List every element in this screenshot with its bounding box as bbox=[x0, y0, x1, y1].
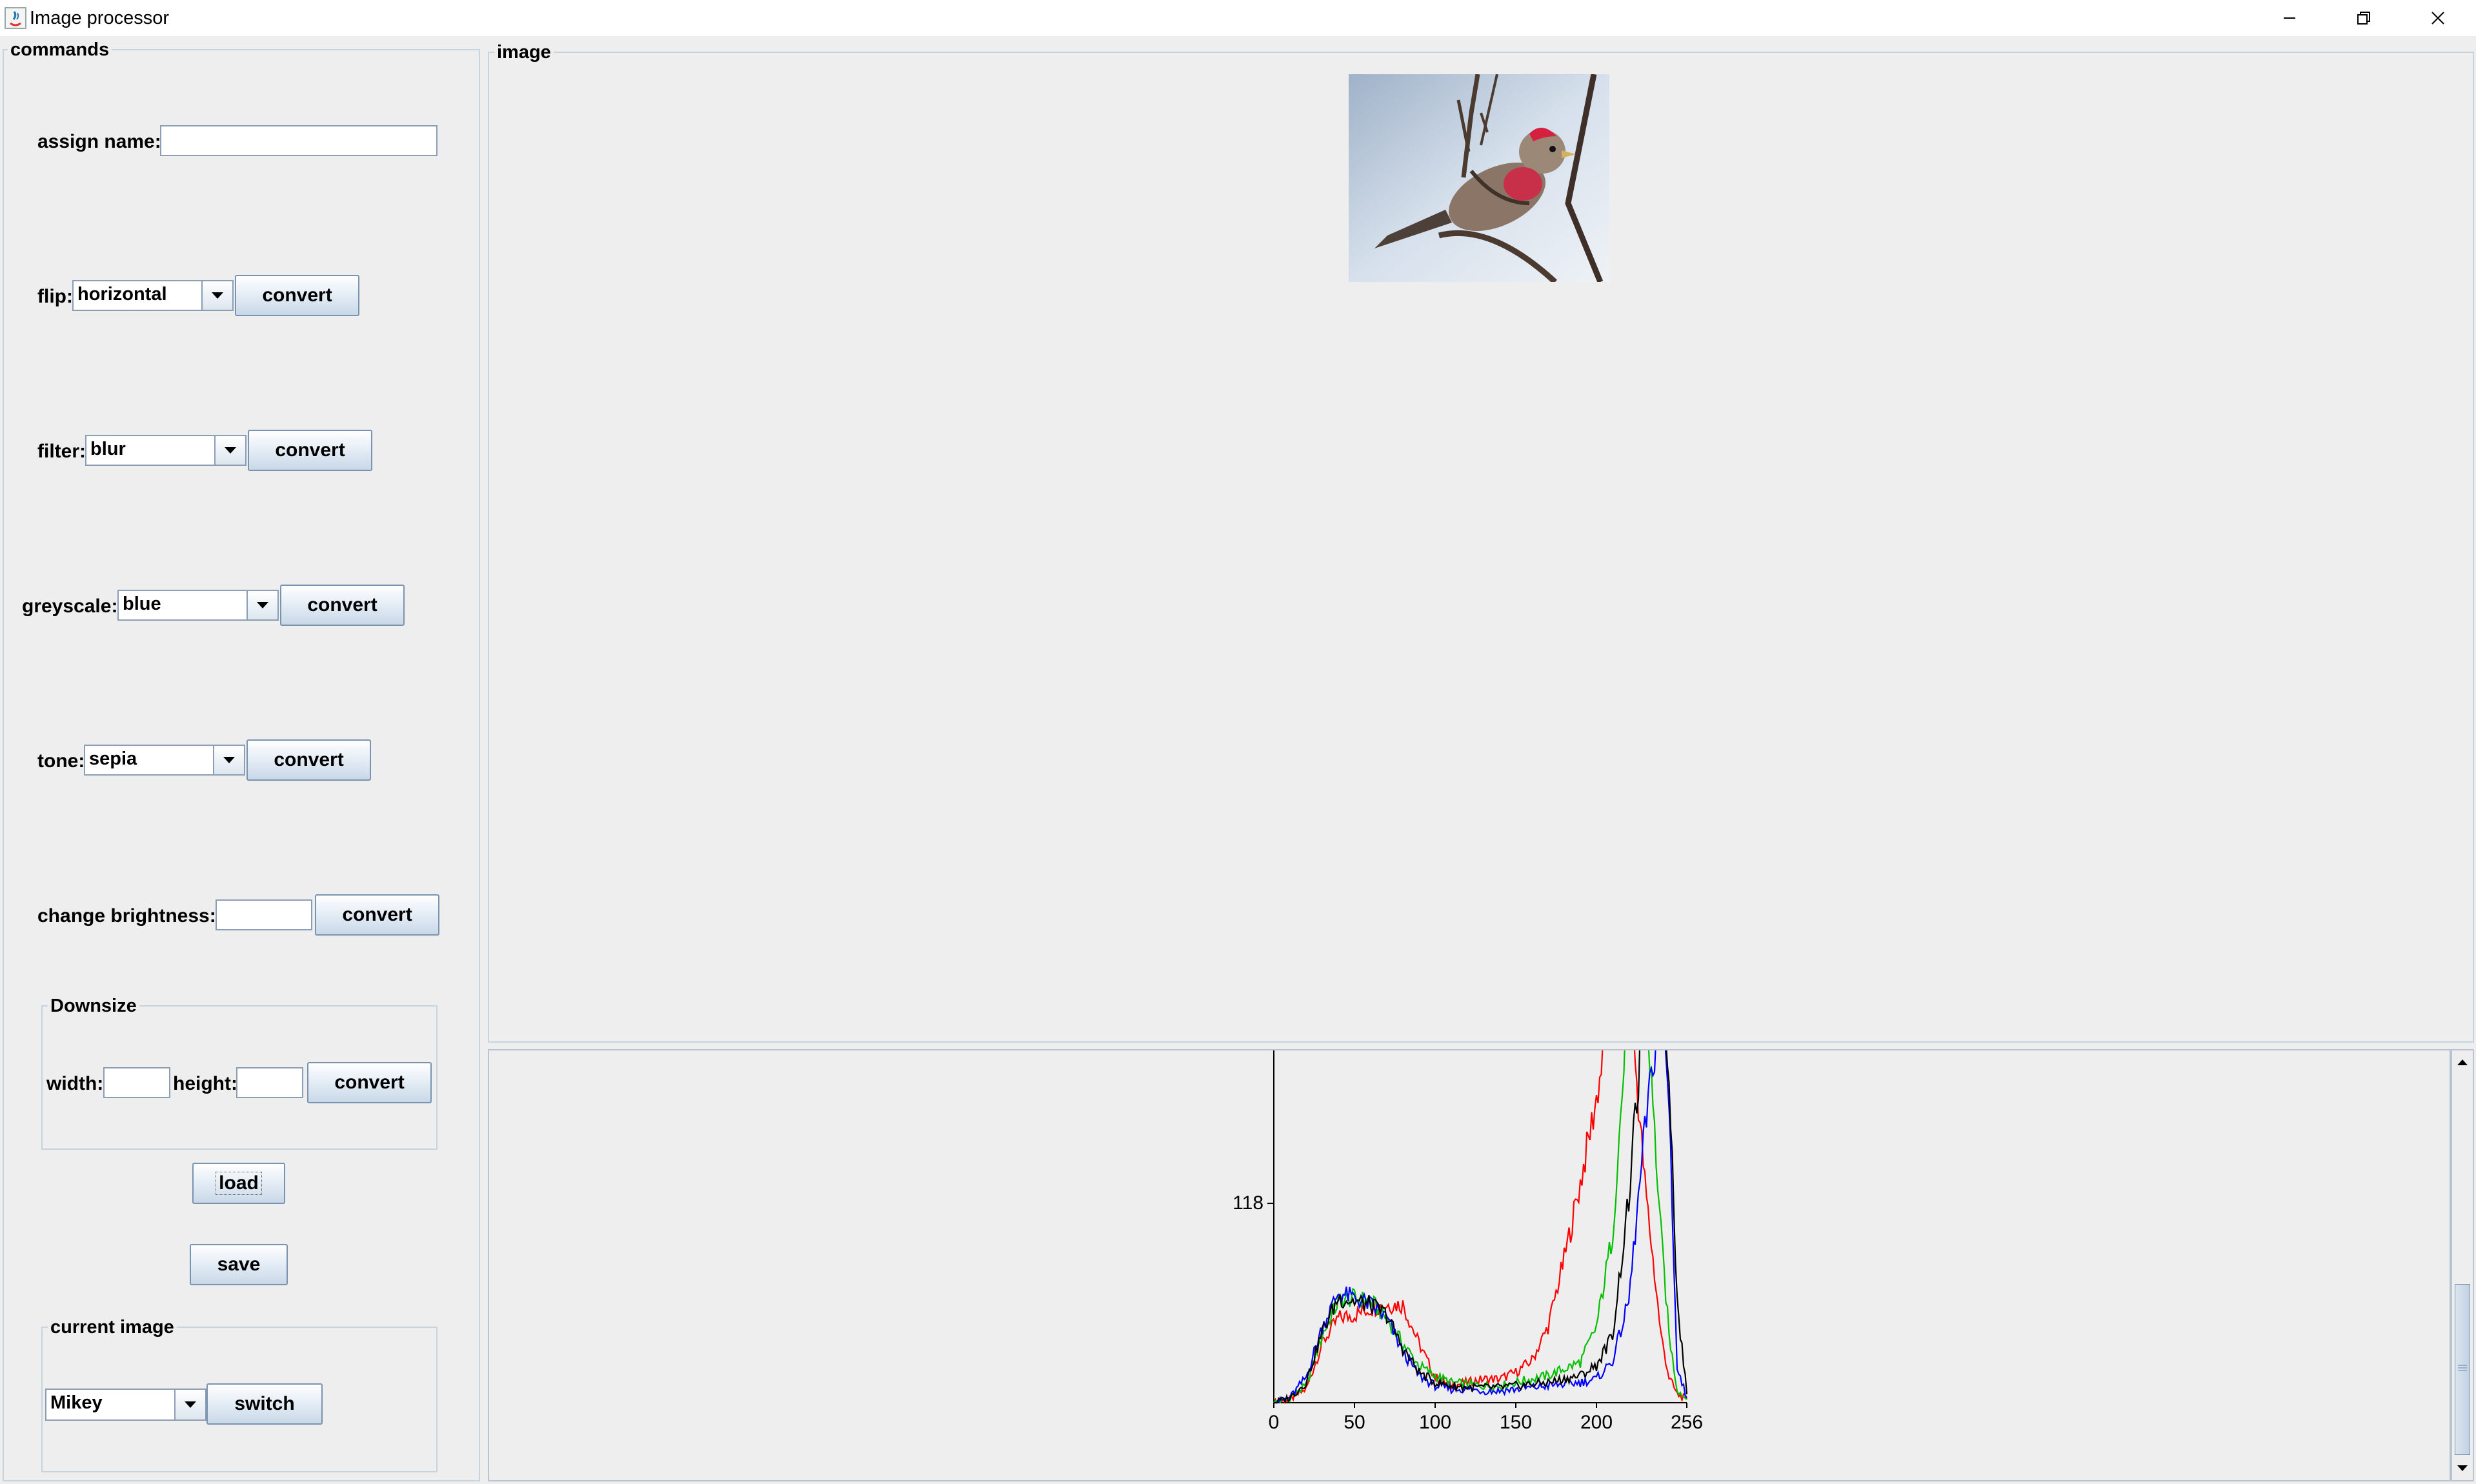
y-tick-label: 118 bbox=[1233, 1192, 1263, 1214]
histogram-series-line bbox=[1274, 1050, 1688, 1404]
greyscale-convert-button[interactable]: convert bbox=[280, 585, 405, 626]
scroll-down-button[interactable] bbox=[2455, 1459, 2470, 1478]
tone-convert-button[interactable]: convert bbox=[247, 739, 371, 781]
histogram-chart bbox=[1267, 1050, 1688, 1408]
window-title: Image processor bbox=[30, 8, 169, 28]
commands-legend: commands bbox=[8, 39, 112, 61]
minimize-button[interactable] bbox=[2252, 0, 2326, 36]
x-tick-label: 200 bbox=[1580, 1412, 1613, 1433]
chevron-up-icon bbox=[2457, 1059, 2468, 1065]
assign-name-input[interactable] bbox=[160, 125, 438, 156]
downsize-legend: Downsize bbox=[48, 995, 139, 1017]
brightness-label: change brightness: bbox=[37, 905, 216, 927]
current-image-legend: current image bbox=[48, 1316, 177, 1338]
filter-label: filter: bbox=[37, 441, 86, 462]
flip-selected-value: horizontal bbox=[77, 284, 167, 305]
histogram-series-line bbox=[1273, 1050, 1687, 1403]
flip-dropdown[interactable]: horizontal bbox=[72, 280, 234, 311]
filter-selected-value: blur bbox=[90, 439, 126, 459]
brightness-input[interactable] bbox=[216, 899, 312, 930]
chevron-down-icon[interactable] bbox=[201, 281, 232, 310]
flip-convert-button[interactable]: convert bbox=[235, 275, 359, 316]
image-legend: image bbox=[494, 41, 554, 63]
chevron-down-icon[interactable] bbox=[214, 436, 245, 465]
restore-icon bbox=[2357, 12, 2370, 25]
chevron-down-icon[interactable] bbox=[174, 1390, 205, 1419]
x-tick-label: 0 bbox=[1268, 1412, 1280, 1433]
current-image-group bbox=[41, 1327, 438, 1472]
x-tick-label: 150 bbox=[1499, 1412, 1533, 1433]
chevron-down-icon[interactable] bbox=[247, 591, 277, 619]
tone-selected-value: sepia bbox=[89, 748, 137, 769]
load-button[interactable]: load bbox=[192, 1163, 285, 1204]
grip-icon bbox=[2458, 1365, 2467, 1371]
title-bar: Image processor bbox=[0, 0, 2476, 36]
downsize-width-label: width: bbox=[46, 1073, 104, 1094]
close-button[interactable] bbox=[2401, 0, 2475, 36]
restore-button[interactable] bbox=[2326, 0, 2401, 36]
flip-label: flip: bbox=[37, 286, 73, 307]
commands-panel bbox=[3, 49, 480, 1481]
greyscale-label: greyscale: bbox=[22, 596, 118, 617]
histogram-series-line bbox=[1273, 1050, 1688, 1404]
greyscale-selected-value: blue bbox=[123, 594, 161, 614]
histogram-series-line bbox=[1274, 1050, 1687, 1404]
downsize-height-label: height: bbox=[173, 1073, 237, 1094]
downsize-height-input[interactable] bbox=[236, 1067, 303, 1098]
chevron-down-icon bbox=[2457, 1465, 2468, 1471]
histogram-panel[interactable]: 0 50 100 150 200 256 118 bbox=[488, 1049, 2451, 1481]
chevron-down-icon[interactable] bbox=[213, 746, 244, 774]
x-tick-label: 50 bbox=[1344, 1412, 1365, 1433]
histogram-scrollbar[interactable] bbox=[2451, 1049, 2474, 1481]
downsize-width-input[interactable] bbox=[103, 1067, 170, 1098]
filter-convert-button[interactable]: convert bbox=[248, 430, 372, 471]
load-button-label: load bbox=[216, 1172, 262, 1195]
scroll-up-button[interactable] bbox=[2455, 1053, 2470, 1071]
downsize-group bbox=[41, 1005, 438, 1150]
tone-label: tone: bbox=[37, 750, 85, 772]
image-panel bbox=[488, 52, 2474, 1043]
brightness-convert-button[interactable]: convert bbox=[315, 894, 439, 936]
current-image-selected-value: Mikey bbox=[50, 1392, 103, 1413]
bird-photo bbox=[1349, 74, 1609, 282]
close-icon bbox=[2431, 12, 2444, 25]
x-tick-label: 256 bbox=[1670, 1412, 1704, 1433]
tone-dropdown[interactable]: sepia bbox=[84, 745, 245, 776]
downsize-convert-button[interactable]: convert bbox=[307, 1062, 432, 1103]
scroll-thumb[interactable] bbox=[2455, 1284, 2470, 1455]
save-button[interactable]: save bbox=[190, 1244, 288, 1285]
filter-dropdown[interactable]: blur bbox=[85, 435, 247, 466]
current-image-dropdown[interactable]: Mikey bbox=[45, 1389, 206, 1421]
assign-name-label: assign name: bbox=[37, 131, 161, 152]
x-tick-label: 100 bbox=[1418, 1412, 1452, 1433]
switch-button[interactable]: switch bbox=[206, 1383, 323, 1425]
minimize-icon bbox=[2283, 17, 2295, 19]
greyscale-dropdown[interactable]: blue bbox=[117, 590, 279, 621]
java-app-icon bbox=[4, 6, 27, 30]
